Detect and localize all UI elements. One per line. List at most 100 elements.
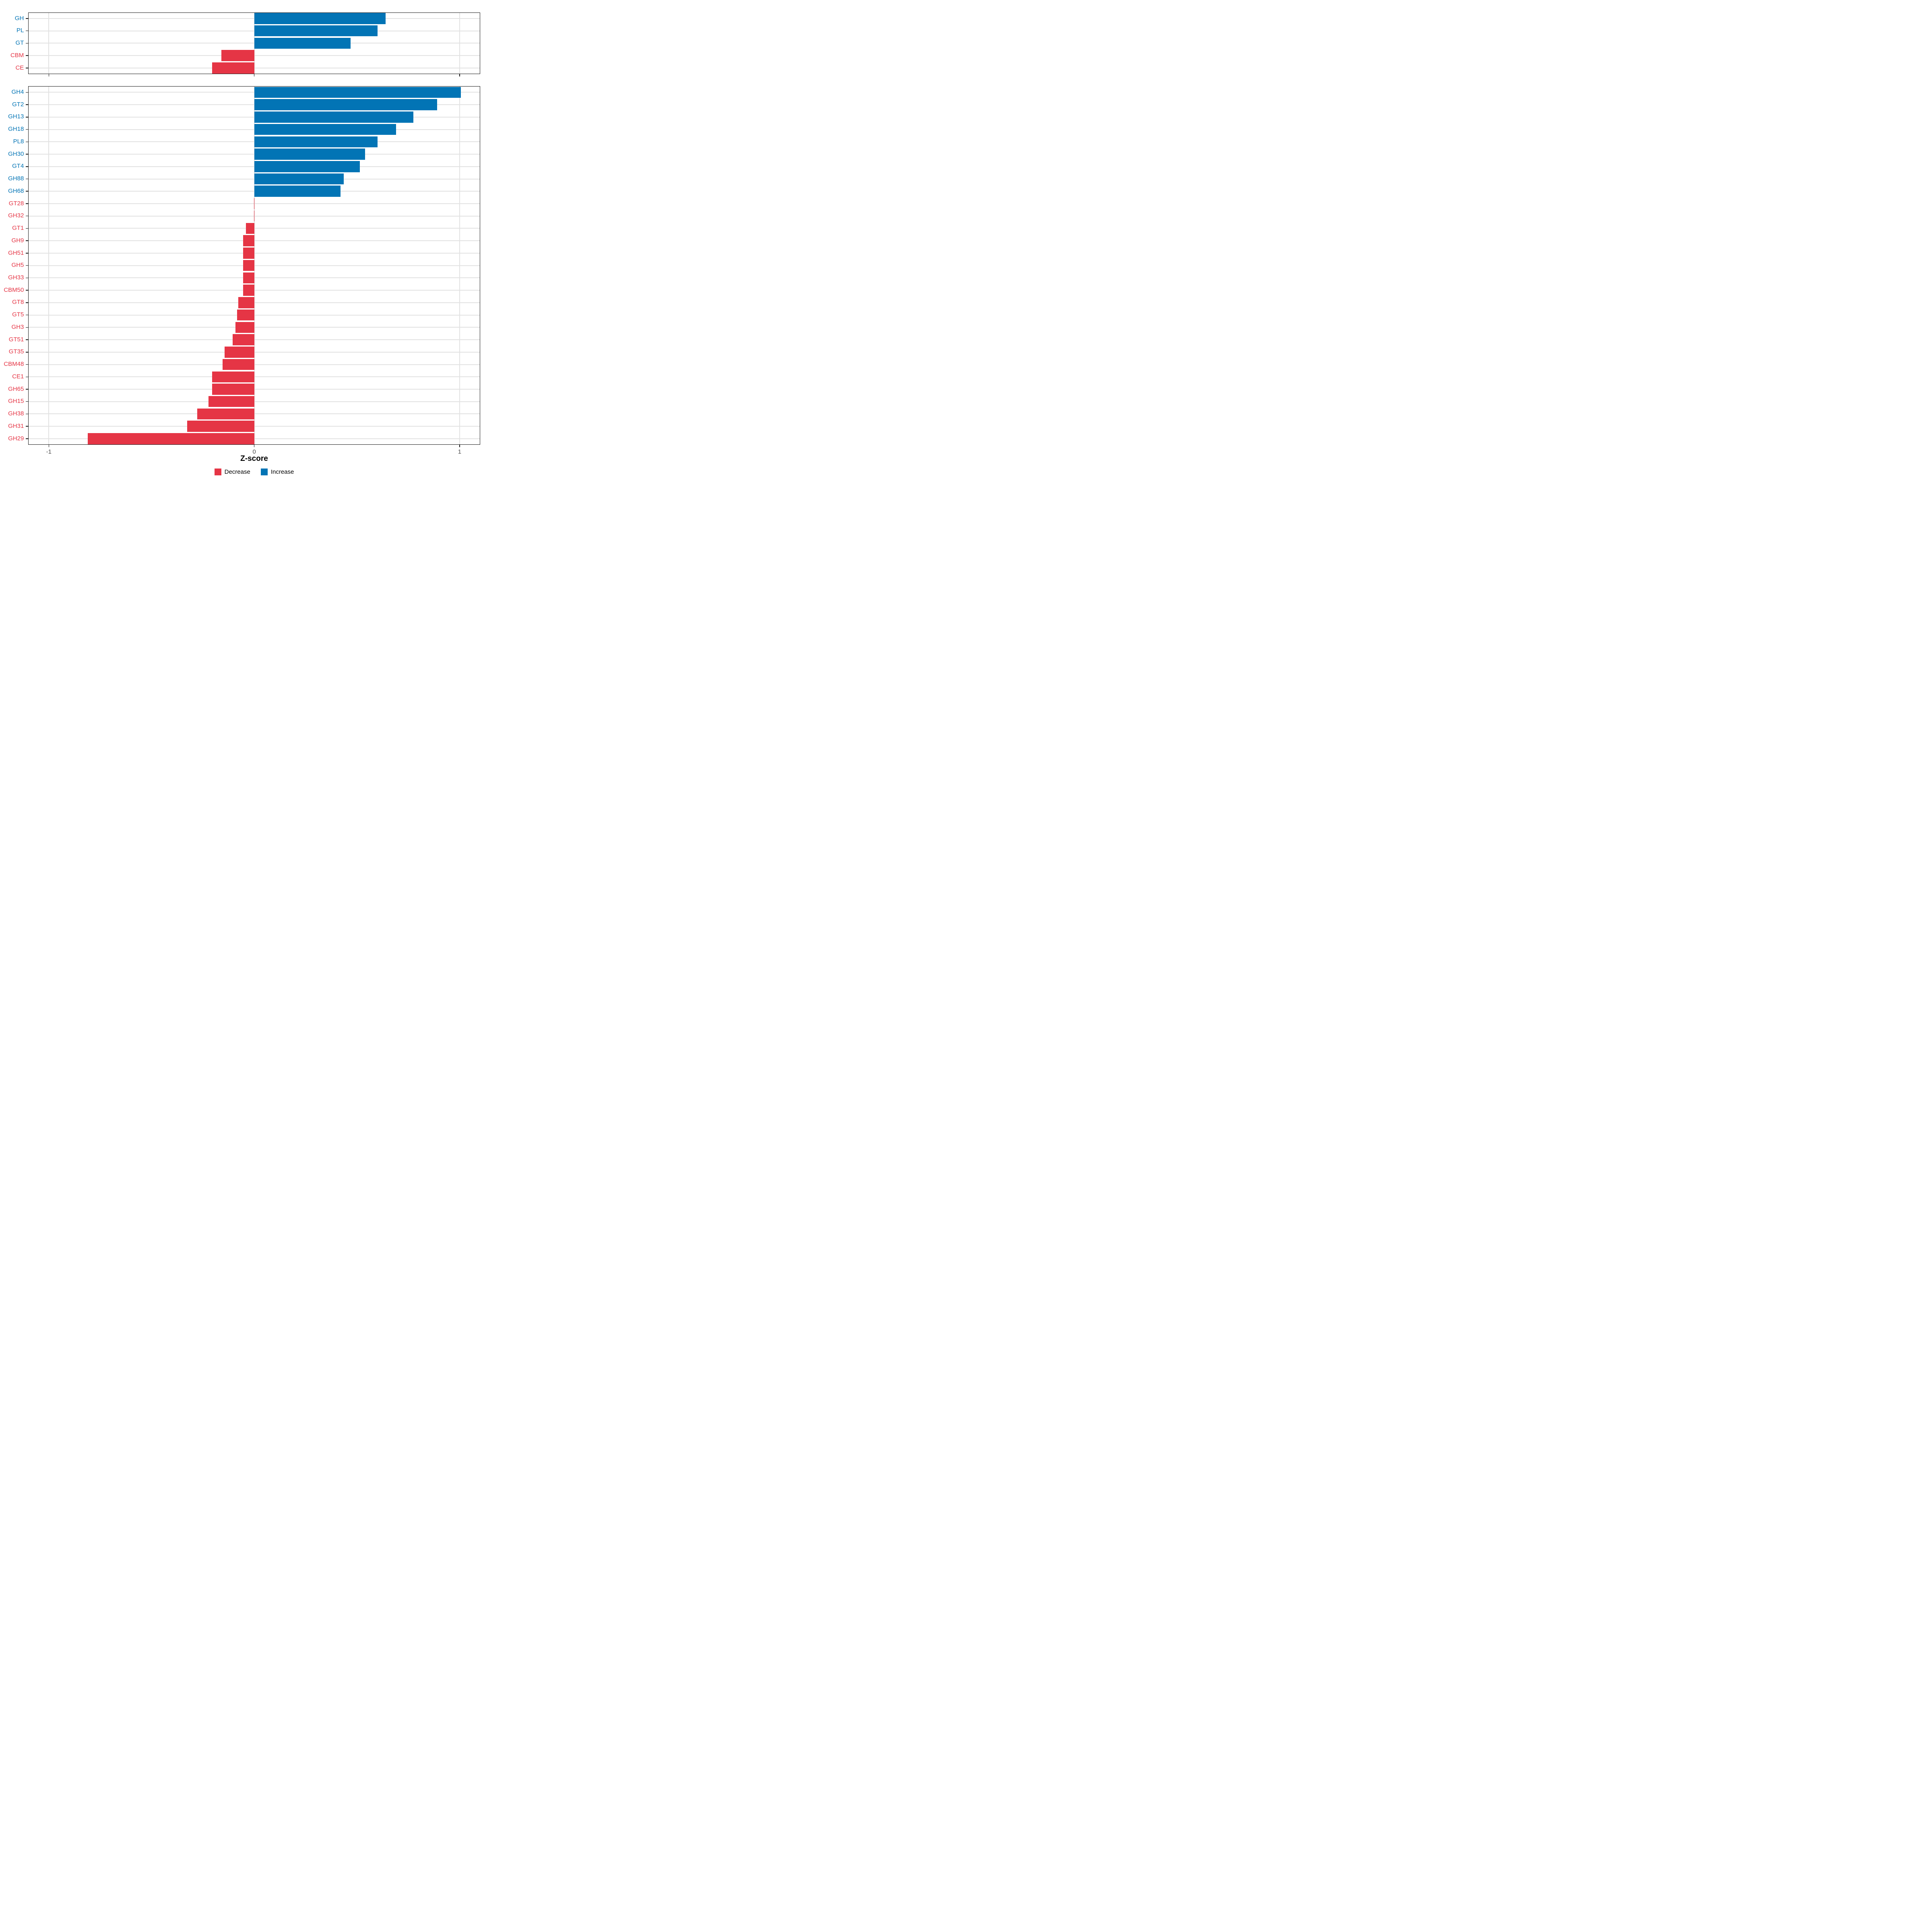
x-axis-title: Z-score [240, 454, 268, 463]
legend-label-decrease: Decrease [224, 469, 250, 475]
horizontal-gridline [28, 228, 480, 229]
x-axis-tick [459, 445, 460, 447]
horizontal-gridline [28, 364, 480, 365]
bar-GH9 [243, 235, 254, 246]
y-axis-label-GT28: GT28 [8, 200, 24, 207]
horizontal-gridline [28, 215, 480, 217]
bar-PL8 [254, 136, 378, 148]
y-axis-label-CE1: CE1 [12, 373, 24, 380]
bar-GH18 [254, 124, 396, 135]
horizontal-gridline [28, 426, 480, 427]
y-axis-label-GH51: GH51 [8, 249, 24, 256]
horizontal-gridline [28, 314, 480, 316]
y-axis-tick [26, 302, 29, 303]
y-axis-tick [26, 43, 29, 44]
y-axis-tick [26, 154, 29, 155]
y-axis-tick [26, 364, 29, 365]
bar-GT4 [254, 161, 360, 172]
y-axis-label-GH33: GH33 [8, 274, 24, 281]
bar-GH5 [243, 260, 254, 271]
horizontal-gridline [28, 438, 480, 439]
bar-CBM48 [222, 359, 254, 370]
legend-item-increase: Increase [260, 469, 294, 475]
y-axis-tick [26, 55, 29, 56]
bar-GH29 [88, 433, 254, 444]
y-axis-tick [26, 389, 29, 390]
y-axis-tick [26, 352, 29, 353]
y-axis-label-GH31: GH31 [8, 422, 24, 429]
horizontal-gridline [28, 413, 480, 415]
y-axis-label-GT35: GT35 [8, 348, 24, 355]
y-axis-tick [26, 277, 29, 279]
y-axis-label-GH15: GH15 [8, 398, 24, 405]
bar-GT35 [224, 347, 254, 358]
bar-GT1 [246, 223, 254, 234]
bar-GH33 [243, 272, 254, 284]
horizontal-gridline [28, 277, 480, 279]
y-axis-label-GH5: GH5 [11, 262, 24, 269]
horizontal-gridline [28, 240, 480, 242]
y-axis-label-GH65: GH65 [8, 385, 24, 392]
x-axis-tick [459, 74, 460, 76]
y-axis-tick [26, 327, 29, 328]
horizontal-gridline [28, 55, 480, 56]
y-axis-tick [26, 203, 29, 204]
horizontal-gridline [28, 376, 480, 378]
legend-item-decrease: Decrease [214, 469, 250, 475]
legend: Decrease Increase [28, 469, 480, 475]
horizontal-gridline [28, 203, 480, 204]
y-axis-tick [26, 376, 29, 377]
x-axis-tick [254, 445, 255, 447]
bar-GH4 [254, 87, 461, 98]
bar-GT2 [254, 99, 437, 110]
horizontal-gridline [28, 302, 480, 303]
horizontal-gridline [28, 401, 480, 402]
y-axis-label-CE: CE [15, 64, 24, 71]
y-axis-tick [26, 265, 29, 266]
x-axis-tick [48, 74, 50, 76]
bar-GH13 [254, 111, 414, 123]
y-axis-label-GT: GT [15, 39, 24, 47]
y-axis-label-GH30: GH30 [8, 150, 24, 157]
y-axis-label-GT8: GT8 [12, 299, 24, 306]
y-axis-label-GH3: GH3 [11, 323, 24, 330]
x-axis-tick [48, 445, 50, 447]
horizontal-gridline [28, 351, 480, 353]
bar-GT51 [233, 334, 254, 345]
x-tick-label: -1 [46, 448, 52, 456]
x-axis-tick [254, 74, 255, 76]
y-axis-tick [26, 178, 29, 180]
legend-label-increase: Increase [270, 469, 294, 475]
horizontal-gridline [28, 290, 480, 291]
y-axis-label-GT1: GT1 [12, 225, 24, 232]
increase-swatch-icon [260, 469, 268, 475]
bar-GH [254, 13, 386, 24]
y-axis-label-GH29: GH29 [8, 435, 24, 442]
y-axis-label-GH4: GH4 [11, 89, 24, 95]
bar-GH51 [243, 248, 254, 259]
y-axis-tick [26, 290, 29, 291]
y-axis-tick [26, 191, 29, 192]
zscore-bar-chart: Z-score Decrease Increase GH PL GT CBM CE -1 0… [0, 0, 483, 483]
y-axis-label-GT2: GT2 [12, 101, 24, 108]
y-axis-label-GH9: GH9 [11, 237, 24, 244]
bar-CBM [221, 50, 254, 61]
y-axis-tick [26, 401, 29, 402]
y-axis-label-GH18: GH18 [8, 126, 24, 133]
bar-GH30 [254, 149, 365, 160]
bar-CE [212, 62, 254, 74]
y-axis-label-GH68: GH68 [8, 187, 24, 194]
y-axis-tick [26, 117, 29, 118]
y-axis-tick [26, 129, 29, 130]
horizontal-gridline [28, 327, 480, 328]
y-axis-label-GT5: GT5 [12, 311, 24, 318]
horizontal-gridline [28, 265, 480, 266]
y-axis-tick [26, 92, 29, 93]
y-axis-label-GT51: GT51 [8, 336, 24, 343]
y-axis-label-PL8: PL8 [13, 138, 24, 145]
bar-GT [254, 37, 351, 49]
y-axis-tick [26, 228, 29, 229]
bar-GH3 [235, 322, 254, 333]
y-axis-label-GH88: GH88 [8, 175, 24, 182]
bar-GT5 [237, 309, 254, 321]
